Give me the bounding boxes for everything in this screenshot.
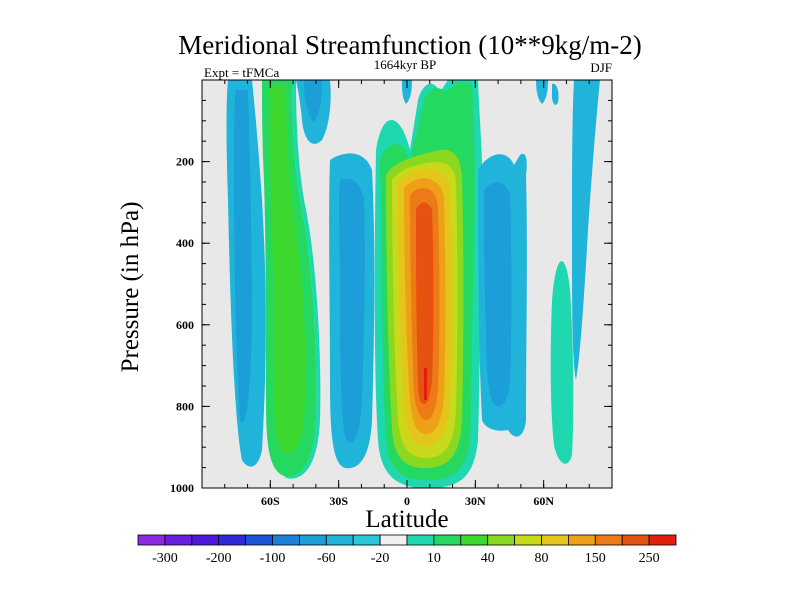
colorbar-box [191, 534, 220, 546]
experiment-label: Expt = tFMCa [204, 65, 279, 80]
colorbar-label: -200 [206, 551, 232, 566]
y-tick-label: 600 [176, 318, 194, 332]
x-tick-label: 60S [261, 494, 280, 508]
sh-midlat-positive-inner [270, 86, 306, 455]
colorbar-box [218, 534, 246, 546]
x-tick-label: 30N [465, 494, 486, 508]
colorbar-box [433, 534, 462, 546]
sh-subtropical-negative-core [339, 178, 365, 443]
x-tick-label: 30S [329, 494, 348, 508]
colorbar-label: -20 [371, 551, 390, 566]
colorbar-box [541, 534, 569, 546]
colorbar-label: -100 [260, 551, 286, 566]
sh-polar-negative-core [234, 90, 252, 422]
colorbar-box [568, 534, 596, 546]
colorbar-box [594, 534, 623, 546]
colorbar-box [514, 534, 542, 546]
x-axis-ticks: 60S 30S 0 30N 60N [261, 80, 554, 508]
y-tick-label: 200 [176, 155, 194, 169]
nh-upper-negative-fleck-3 [402, 80, 412, 104]
colorbar-box [406, 534, 435, 546]
y-tick-label: 400 [176, 236, 194, 250]
colorbar-label: -60 [317, 551, 336, 566]
colorbar: -300 -200 -100 -60 -20 10 40 80 150 250 [137, 534, 677, 566]
colorbar-label: 250 [639, 551, 660, 566]
colorbar-box [621, 534, 650, 546]
y-axis-ticks: 200 400 600 800 1000 [170, 155, 612, 495]
sh-upper-negative-tongue-core [304, 80, 322, 122]
colorbar-box [164, 534, 193, 546]
x-tick-label: 60N [533, 494, 554, 508]
nh-upper-negative-fleck-1 [536, 80, 548, 104]
nh-polar-negative-streak [572, 80, 600, 380]
colorbar-labels: -300 -200 -100 -60 -20 10 40 80 150 250 [152, 551, 660, 566]
colorbar-label: 10 [427, 551, 441, 566]
colorbar-label: 150 [585, 551, 606, 566]
colorbar-box [298, 534, 327, 546]
y-tick-label: 800 [176, 399, 194, 413]
y-tick-label: 1000 [170, 481, 194, 495]
colorbar-box [379, 534, 408, 546]
hadley-cell-max-marker [424, 368, 427, 400]
colorbar-label: 40 [481, 551, 495, 566]
x-tick-label: 0 [404, 494, 410, 508]
time-label: 1664kyr BP [374, 57, 436, 72]
colorbar-label: 80 [535, 551, 549, 566]
colorbar-box [460, 534, 489, 546]
colorbar-box [137, 534, 166, 546]
y-axis-label: Pressure (in hPa) [117, 202, 144, 373]
colorbar-box [272, 534, 300, 546]
colorbar-box [325, 534, 354, 546]
contour-fills [226, 80, 600, 488]
colorbar-box [648, 534, 677, 546]
nh-midlat-negative-core [484, 182, 512, 407]
nh-upper-negative-fleck-2 [552, 83, 559, 105]
colorbar-box [245, 534, 273, 546]
colorbar-label: -300 [152, 551, 178, 566]
nh-highlat-positive-cell [550, 261, 574, 464]
sh-midlat-outer-edge [284, 80, 321, 479]
x-axis-label: Latitude [365, 506, 448, 533]
season-label: DJF [590, 60, 612, 75]
colorbar-box [352, 534, 381, 546]
chart-title: Meridional Streamfunction (10**9kg/m-2) [178, 30, 641, 60]
contour-plot-area: 60S 30S 0 30N 60N 200 400 600 800 1000 [170, 79, 613, 508]
colorbar-boxes [137, 534, 677, 546]
hadley-cell-200 [416, 202, 434, 404]
colorbar-box [487, 534, 516, 546]
